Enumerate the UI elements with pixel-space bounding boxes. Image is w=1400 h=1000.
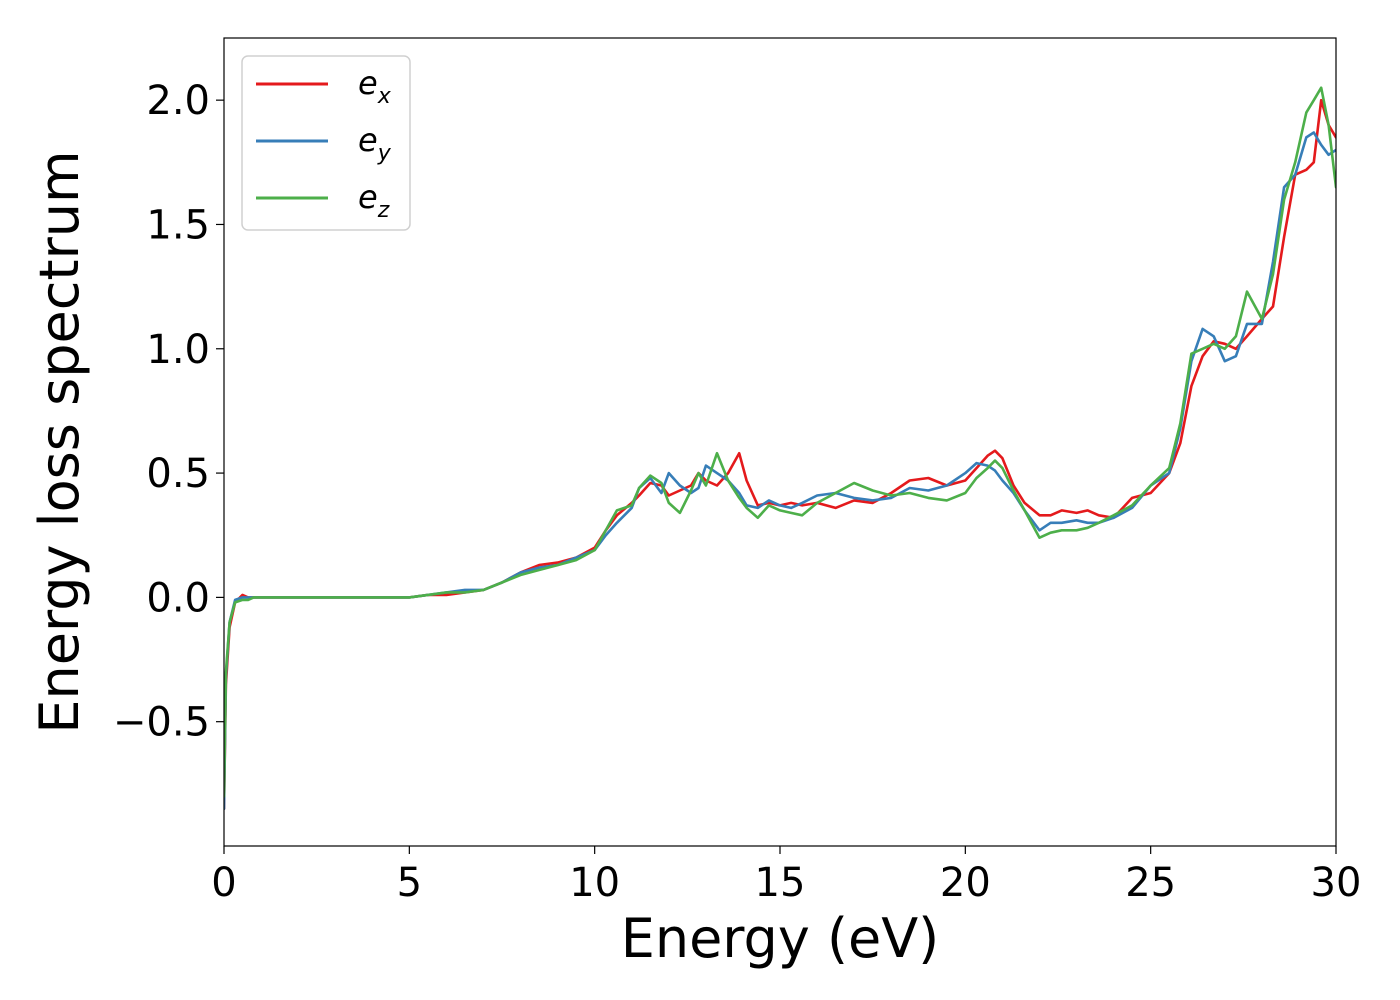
series-layer xyxy=(224,86,1336,810)
y-axis-label: Energy loss spectrum xyxy=(28,150,91,733)
y-tick-label: 0.5 xyxy=(146,451,210,497)
series-line-z xyxy=(224,86,1336,798)
x-tick-label: 10 xyxy=(569,860,620,906)
y-tick-label: 2.0 xyxy=(146,78,210,124)
x-tick-label: 5 xyxy=(397,860,422,906)
y-tick-label: 1.5 xyxy=(146,202,210,248)
y-axis-ticks: −0.5 0.0 0.5 1.0 1.5 2.0 xyxy=(113,78,224,746)
x-tick-label: 20 xyxy=(940,860,991,906)
x-tick-label: 25 xyxy=(1125,860,1176,906)
x-tick-label: 0 xyxy=(211,860,236,906)
y-tick-label: 0.0 xyxy=(146,575,210,621)
x-tick-label: 15 xyxy=(755,860,806,906)
x-axis-ticks: 0 5 10 15 20 25 30 xyxy=(211,846,1361,906)
y-tick-label: 1.0 xyxy=(146,327,210,373)
x-tick-label: 30 xyxy=(1311,860,1362,906)
y-tick-label: −0.5 xyxy=(113,700,210,746)
x-axis-label: Energy (eV) xyxy=(621,907,940,970)
legend-box xyxy=(241,55,411,231)
